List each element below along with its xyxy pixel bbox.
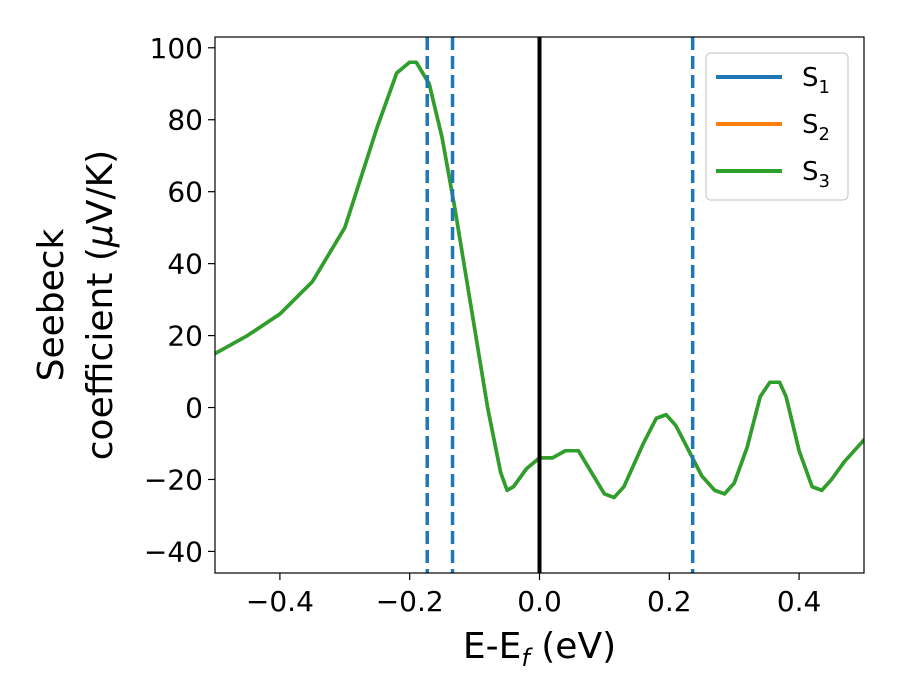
plot-area [215, 37, 864, 573]
legend-label-sub: 3 [819, 171, 830, 192]
y-axis-label-line1: Seebeck [31, 228, 72, 381]
x-axis-label-main: E-E [463, 626, 521, 667]
legend-label-sub: 1 [819, 77, 830, 98]
legend-label-s3: S3 [802, 157, 830, 192]
legend-label-s1: S1 [802, 63, 830, 98]
legend-label-main: S [802, 63, 819, 93]
plot-content [215, 37, 864, 573]
y-tick-label: 60 [167, 176, 203, 209]
legend-label-main: S [802, 157, 819, 187]
axes: −0.4 −0.2 0.0 0.2 0.4 −40 −20 0 20 40 60 80 100 E-Ef … [31, 32, 865, 672]
y-tick-label: 40 [167, 248, 203, 281]
x-axis-label-unit: (eV) [530, 626, 616, 667]
legend-label-sub: 2 [819, 124, 830, 145]
y-axis-label-mu: μ [80, 224, 121, 248]
y-tick-label: −40 [144, 535, 203, 568]
x-tick-label: 0.4 [777, 585, 822, 618]
x-axis-label: E-Ef (eV) [463, 626, 616, 672]
y-tick-label: −20 [144, 463, 203, 496]
y-tick-label: 20 [167, 320, 203, 353]
x-tick-label: 0.0 [517, 585, 562, 618]
y-tick-label: 80 [167, 104, 203, 137]
x-tick-label: −0.4 [246, 585, 314, 618]
series-line-s3 [215, 60, 864, 500]
legend-label-main: S [802, 110, 819, 140]
y-axis-label-prefix: coefficient ( [80, 247, 121, 460]
x-tick-label: −0.2 [376, 585, 444, 618]
y-tick-label: 100 [150, 32, 203, 65]
legend-label-s2: S2 [802, 110, 830, 145]
legend-box [705, 52, 849, 201]
y-axis-label-line2: coefficient (μV/K) [80, 150, 121, 460]
y-axis-label-suffix: V/K) [80, 150, 121, 224]
x-tick-label: 0.2 [647, 585, 692, 618]
y-tick-label: 0 [185, 392, 203, 425]
